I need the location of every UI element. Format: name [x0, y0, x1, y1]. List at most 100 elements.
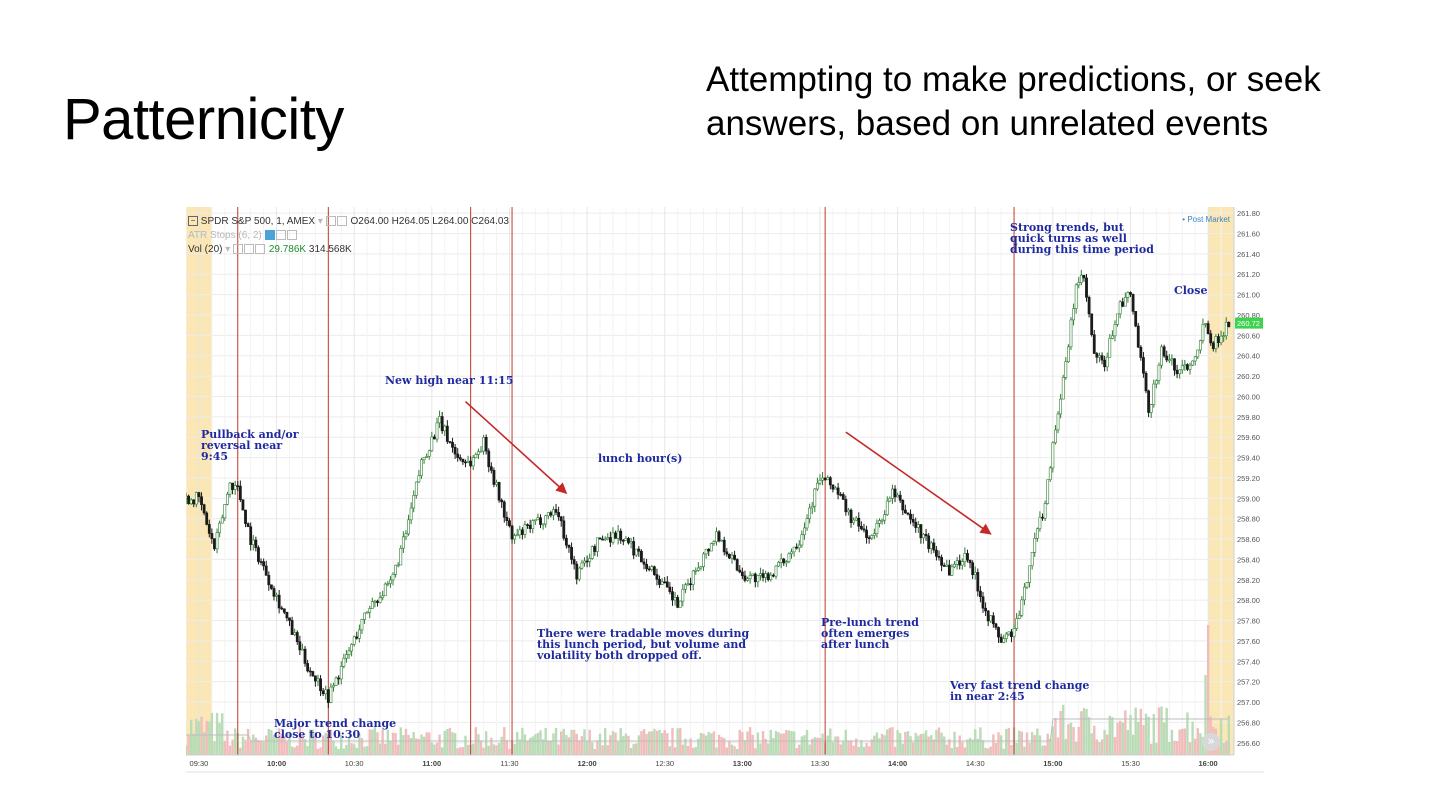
volume-bar [826, 735, 829, 755]
volume-bar [350, 743, 353, 755]
x-tick-label: 15:00 [1043, 759, 1062, 768]
volume-bar [275, 737, 278, 755]
candle-body [743, 575, 747, 581]
candle-body [489, 466, 493, 471]
candle-body [342, 657, 346, 667]
candle-body [1046, 479, 1050, 504]
volume-bar [1020, 731, 1024, 755]
volume-bar [487, 745, 490, 755]
volume-bar [277, 728, 281, 755]
candle-body [479, 450, 483, 453]
volume-bar [1064, 739, 1068, 755]
y-tick-label: 256.60 [1237, 739, 1260, 748]
volume-bar [549, 741, 553, 755]
y-tick-label: 260.00 [1237, 392, 1260, 401]
candle-body [624, 538, 628, 541]
volume-bar [795, 748, 798, 755]
close-icon[interactable] [286, 230, 297, 241]
candle-body [629, 541, 633, 544]
eye-icon[interactable] [264, 230, 275, 241]
volume-bar [415, 738, 418, 755]
volume-bar [272, 735, 276, 755]
settings-icon[interactable] [275, 230, 286, 241]
volume-bar [642, 729, 646, 755]
candle-body [878, 520, 881, 524]
settings-icon[interactable] [244, 244, 255, 255]
volume-bar [629, 748, 633, 755]
candle-body [546, 512, 550, 517]
volume-bar [1018, 730, 1021, 755]
x-tick-label: 10:00 [267, 759, 286, 768]
symbol-label[interactable]: SPDR S&P 500, 1, AMEX [200, 216, 316, 227]
dropdown-icon[interactable]: ▾ [317, 216, 323, 227]
dropdown-icon[interactable]: ▾ [225, 244, 231, 255]
indicator-vol-label[interactable]: Vol (20) [188, 244, 223, 255]
candle-body [927, 535, 931, 549]
volume-bar [244, 739, 247, 755]
candle-body [552, 509, 555, 516]
candle-body [805, 518, 809, 529]
close-icon[interactable] [255, 244, 266, 255]
candle-body [1131, 294, 1135, 312]
volume-bar [552, 733, 555, 755]
stock-chart[interactable]: 261.80 261.60 261.40 261.20 261.00 260.80 260.… [186, 207, 1264, 773]
candle-body [813, 488, 817, 507]
y-tick-label: 257.00 [1237, 698, 1260, 707]
candle-body [363, 612, 366, 620]
candle-body [696, 567, 700, 571]
candle-body [764, 573, 768, 578]
volume-bar [1015, 742, 1018, 755]
candle-body [1007, 631, 1011, 635]
volume-bar [365, 746, 369, 755]
volume-bar [324, 732, 327, 755]
volume-bar [541, 739, 545, 755]
volume-bar [808, 744, 811, 755]
candle-body [715, 531, 718, 542]
volume-bar [233, 728, 237, 755]
volume-bar [751, 734, 754, 755]
volume-bar [557, 744, 560, 755]
volume-bar [715, 747, 718, 755]
scroll-to-realtime-button[interactable]: » [1202, 733, 1220, 751]
chart-canvas[interactable]: 261.80261.60261.40261.20261.00260.80260.… [186, 207, 1264, 773]
candle-body [391, 573, 395, 581]
candle-body [1178, 369, 1182, 375]
candle-body [1183, 364, 1187, 367]
volume-bar [800, 736, 804, 755]
annotation-pullback: Pullback and/or reversal near 9:45 [201, 428, 299, 463]
candle-body [616, 530, 620, 539]
volume-bar [316, 748, 320, 755]
candle-body [572, 559, 576, 565]
settings-icon[interactable] [325, 216, 336, 227]
volume-bar [588, 729, 591, 755]
candle-body [637, 548, 641, 552]
collapse-icon[interactable]: − [188, 216, 198, 227]
candle-body [298, 641, 302, 651]
volume-bar [893, 746, 897, 755]
candle-body [233, 485, 237, 490]
volume-bar [1038, 735, 1042, 755]
candle-body [668, 586, 672, 592]
volume-bar [756, 732, 760, 755]
volume-ma-line [186, 718, 1229, 742]
volume-bar [443, 730, 446, 755]
volume-bar [223, 740, 227, 755]
eye-icon[interactable] [233, 244, 244, 255]
candle-body [381, 595, 385, 599]
candle-body [401, 536, 405, 549]
volume-bar [288, 731, 291, 755]
candle-body [474, 454, 478, 458]
volume-bar [1129, 714, 1132, 755]
candle-body [1136, 325, 1140, 348]
volume-bar [534, 734, 537, 755]
volume-bar [723, 738, 726, 755]
volume-bar [604, 728, 607, 755]
volume-bar [459, 747, 462, 755]
volume-bar [710, 733, 713, 755]
candle-body [896, 494, 900, 498]
close-icon[interactable] [336, 216, 347, 227]
volume-bar [774, 730, 778, 755]
candle-body [870, 535, 874, 539]
candle-body [207, 524, 211, 534]
indicator-atr-label[interactable]: ATR Stops (6, 2) [188, 230, 262, 241]
